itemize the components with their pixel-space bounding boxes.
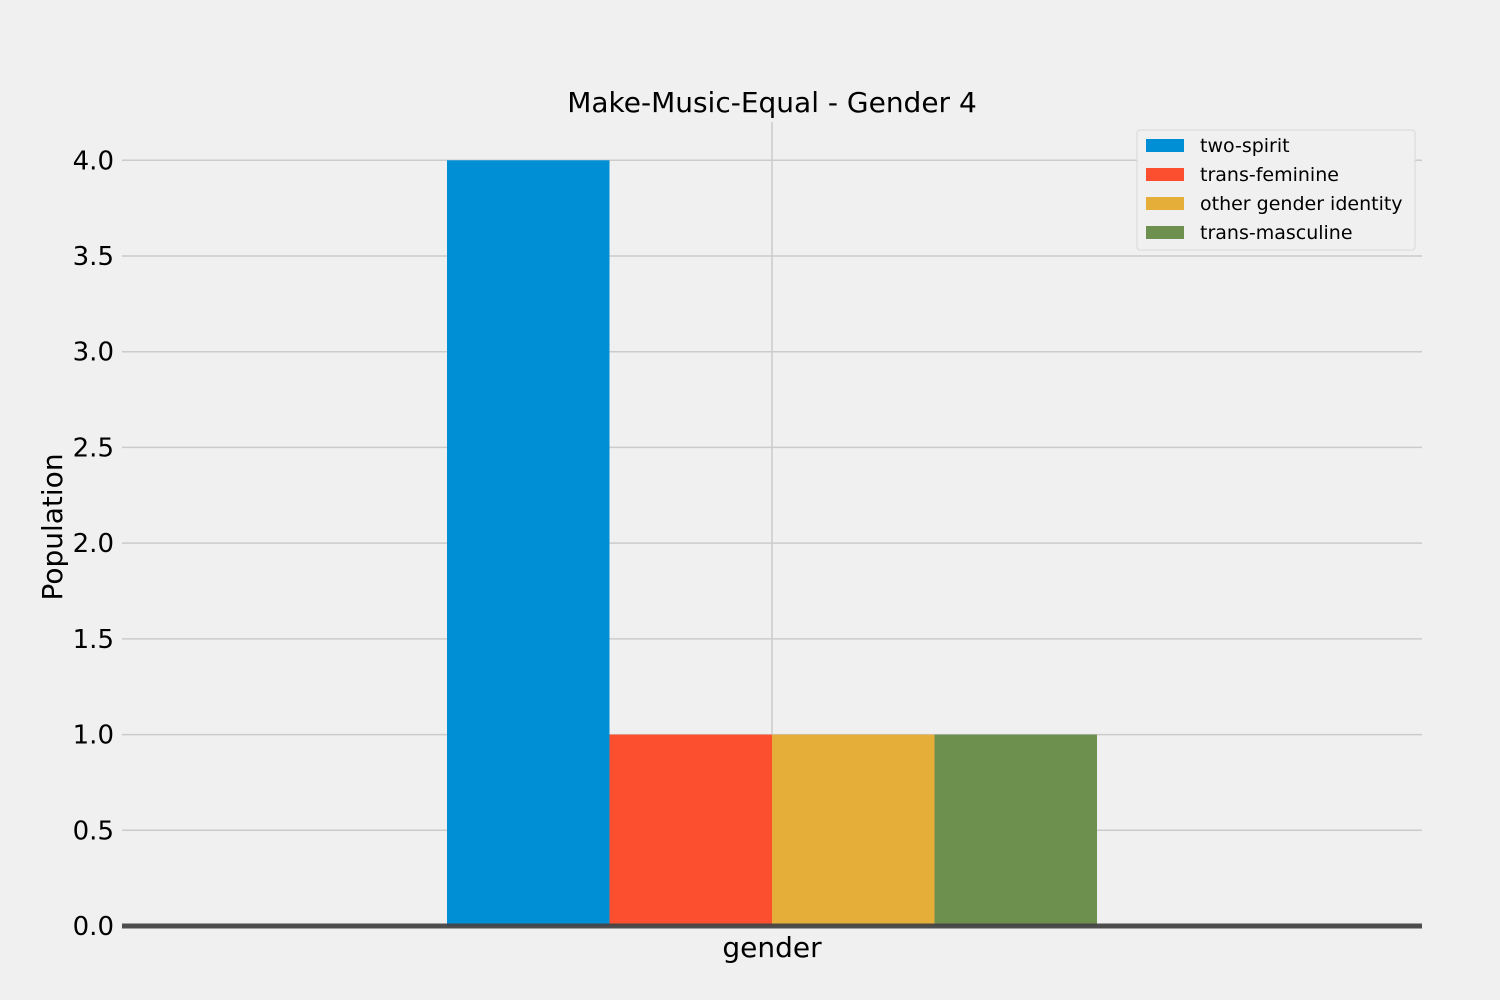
y-tick-label: 2.0: [73, 529, 114, 559]
y-tick-label: 3.5: [73, 242, 114, 272]
legend-label: trans-masculine: [1200, 222, 1353, 244]
y-tick-label: 3.0: [73, 338, 114, 368]
x-axis-label: gender: [722, 931, 822, 964]
y-tick-label: 0.5: [73, 816, 114, 846]
bar-other-gender-identity: [772, 734, 935, 926]
y-tick-label: 1.0: [73, 721, 114, 751]
legend-label: trans-feminine: [1200, 164, 1339, 186]
bar-two-spirit: [447, 160, 610, 927]
bar-trans-feminine: [609, 734, 772, 926]
y-tick-label: 4.0: [73, 146, 114, 176]
y-tick-label: 1.5: [73, 625, 114, 655]
legend-swatch: [1146, 139, 1184, 152]
legend-swatch: [1146, 226, 1184, 239]
legend: two-spirit trans-feminine other gender ide…: [1136, 129, 1416, 251]
chart-title: Make-Music-Equal - Gender 4: [567, 86, 977, 119]
axes: 0.0 0.5 1.0 1.5 2.0 2.5 3.0 3.5 4.0: [73, 146, 1422, 942]
legend-label: other gender identity: [1200, 193, 1403, 215]
y-tick-label: 2.5: [73, 433, 114, 463]
y-axis-label: Population: [36, 453, 69, 600]
legend-label: two-spirit: [1200, 135, 1290, 157]
bar-trans-masculine: [934, 734, 1097, 926]
y-tick-label: 0.0: [73, 912, 114, 942]
legend-swatch: [1146, 168, 1184, 181]
legend-swatch: [1146, 197, 1184, 210]
bars: [447, 160, 1097, 927]
legend-box: [1136, 129, 1416, 251]
